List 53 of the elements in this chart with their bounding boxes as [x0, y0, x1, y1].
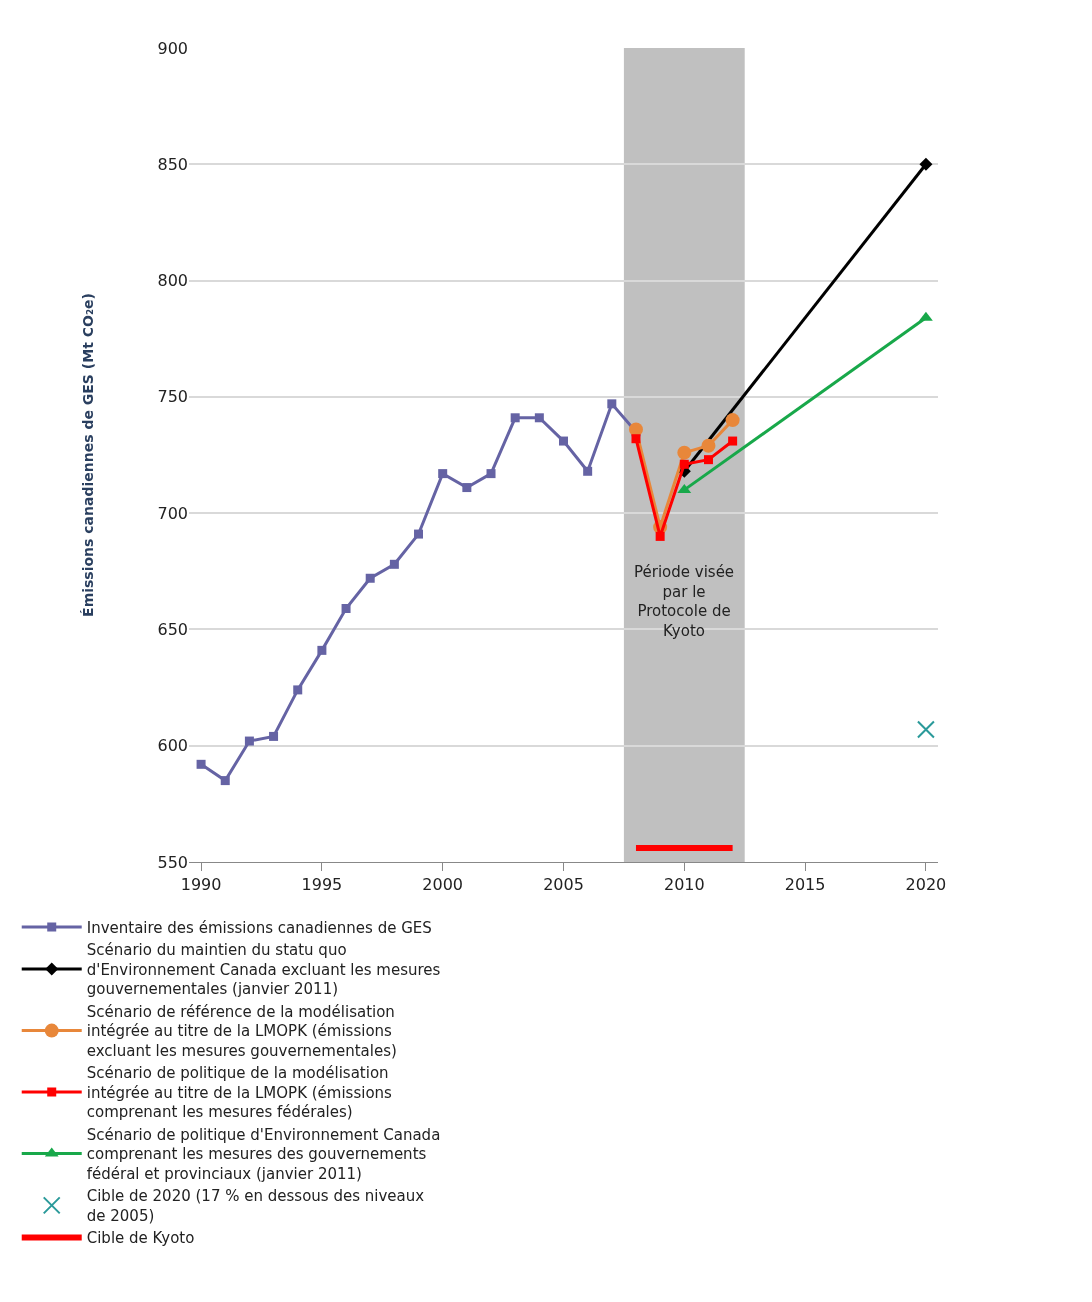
point — [486, 469, 496, 479]
point — [728, 436, 738, 446]
point — [317, 645, 327, 655]
point — [196, 759, 206, 769]
point — [631, 434, 641, 444]
point — [244, 736, 254, 746]
x-tick-label: 1995 — [301, 875, 343, 895]
y-tick-label: 700 — [157, 503, 188, 523]
point — [655, 531, 665, 541]
point — [293, 685, 303, 695]
legend-label: Inventaire des émissions canadiennes de GES — [86, 918, 432, 937]
x-tick-label: 2020 — [905, 875, 947, 895]
point — [919, 157, 933, 171]
x-tick-label: 2015 — [784, 875, 826, 895]
point — [583, 466, 593, 476]
point — [628, 422, 643, 437]
point — [365, 573, 375, 583]
point — [703, 455, 713, 465]
y-tick-label: 900 — [157, 38, 188, 58]
y-tick-label: 800 — [157, 271, 188, 291]
y-tick-label: 850 — [157, 154, 188, 174]
point — [341, 604, 351, 613]
point — [559, 436, 568, 446]
point — [220, 776, 230, 786]
point — [679, 459, 689, 469]
point — [607, 399, 617, 409]
y-axis-title: Émissions canadiennes de GES (Mt CO₂e) — [80, 293, 97, 617]
point — [701, 438, 716, 453]
point — [510, 413, 520, 423]
y-tick-label: 750 — [157, 387, 188, 407]
y-tick-label: 600 — [157, 736, 188, 756]
point — [677, 445, 692, 460]
point — [462, 483, 472, 493]
x-tick-label: 1990 — [180, 875, 222, 895]
y-tick-label: 550 — [157, 852, 188, 872]
legend-label: Cible de 2020 (17 % en dessous des niveaux de 2005) — [86, 1187, 425, 1225]
x-tick-label: 2005 — [543, 875, 584, 895]
point — [534, 413, 544, 423]
x-tick-label: 2000 — [422, 875, 464, 895]
point — [389, 559, 399, 569]
x-tick-label: 2010 — [663, 875, 705, 895]
band-label: Période visée par le Protocole de Kyoto — [634, 563, 735, 640]
legend-label: Scénario du maintien du statu quo d'Environnement Canada excluant les mesures gouvernementales (janvier 2011) — [86, 941, 441, 999]
point — [414, 529, 424, 539]
legend-label: Cible de Kyoto — [86, 1229, 195, 1248]
legend-label: Scénario de politique de la modélisation intégrée au titre de la LMOPK (émissions comprenant les mesures fédérales) — [86, 1064, 393, 1122]
legend-label: Scénario de politique d'Environnement Canada comprenant les mesures des gouvernements fédéral et provinciaux (janvier 2011) — [86, 1125, 441, 1183]
point — [438, 469, 448, 479]
point — [725, 413, 740, 428]
y-tick-label: 650 — [157, 620, 188, 640]
legend-label: Scénario de référence de la modélisation intégrée au titre de la LMOPK (émissions excluant les mesures gouvernementales) — [86, 1002, 397, 1060]
point — [916, 720, 935, 739]
point — [269, 731, 279, 741]
